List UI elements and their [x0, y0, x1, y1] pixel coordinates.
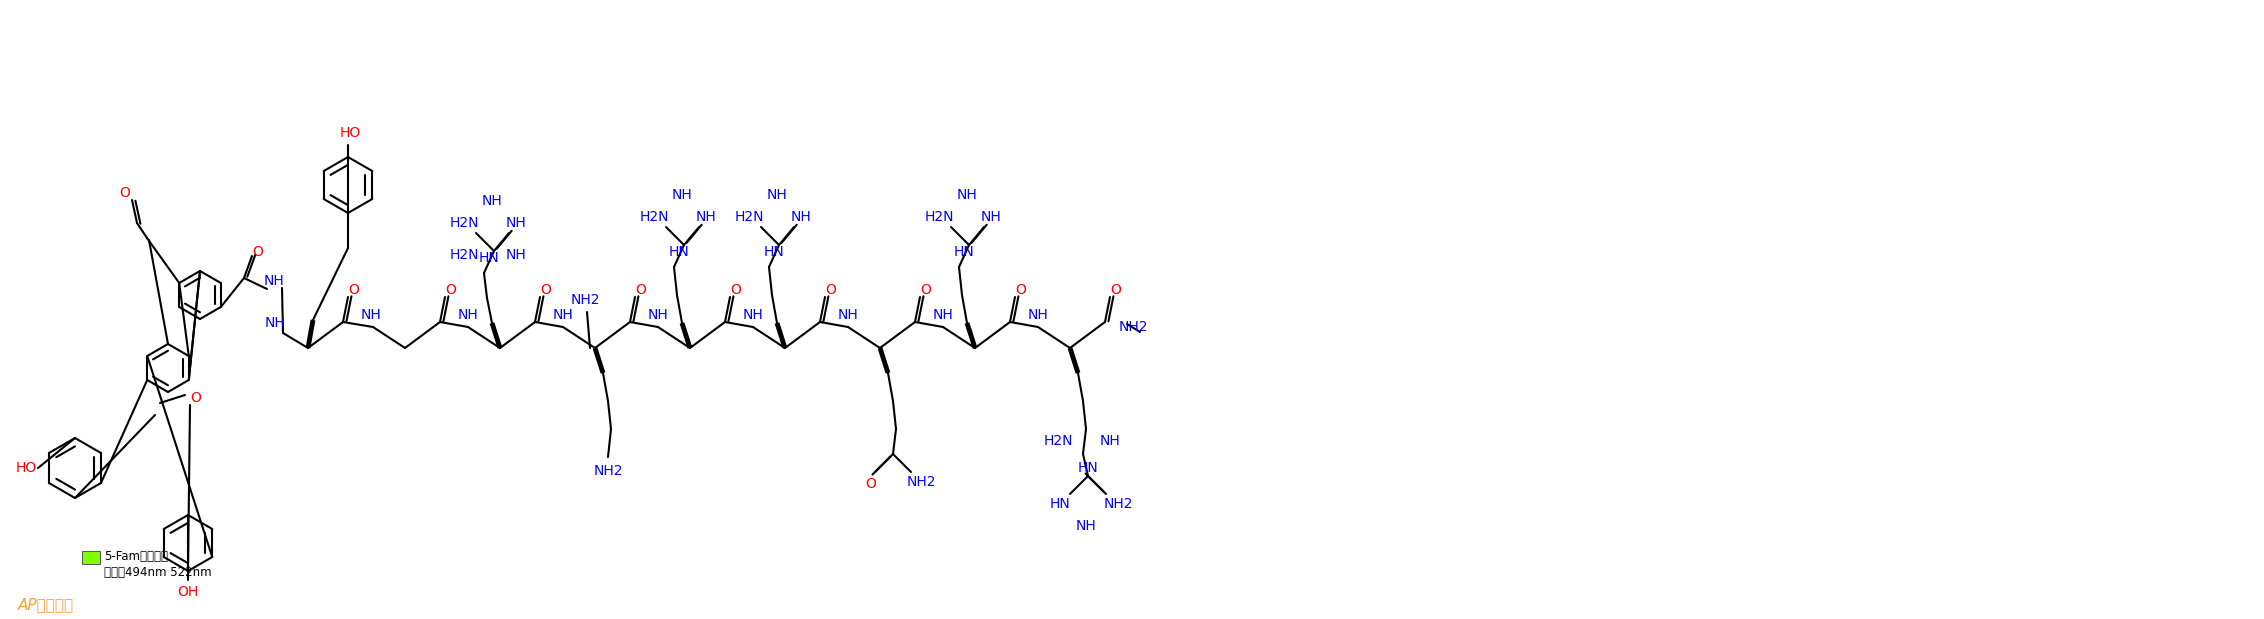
- Text: 波长：494nm 522nm: 波长：494nm 522nm: [104, 566, 211, 579]
- Text: NH: NH: [790, 210, 811, 224]
- Text: 5-Fam荪光标记: 5-Fam荪光标记: [104, 550, 168, 563]
- Text: O: O: [446, 283, 457, 297]
- Text: H2N: H2N: [448, 216, 478, 230]
- Text: O: O: [349, 283, 360, 297]
- Text: NH: NH: [505, 216, 525, 230]
- Text: NH: NH: [1075, 519, 1096, 533]
- Text: O: O: [921, 283, 931, 297]
- Text: H2N: H2N: [1044, 434, 1073, 448]
- Text: H2N: H2N: [924, 210, 953, 224]
- Text: NH: NH: [695, 210, 715, 224]
- Text: O: O: [1112, 283, 1121, 297]
- Text: NH: NH: [265, 316, 285, 330]
- Text: O: O: [541, 283, 552, 297]
- Text: OH: OH: [177, 585, 199, 599]
- Text: O: O: [190, 391, 201, 405]
- Text: HN: HN: [1050, 497, 1071, 511]
- Text: HO: HO: [340, 126, 360, 140]
- Text: O: O: [731, 283, 740, 297]
- Text: NH: NH: [1100, 434, 1121, 448]
- Text: HN: HN: [478, 251, 500, 265]
- Text: NH: NH: [1028, 308, 1048, 322]
- Text: NH2: NH2: [1103, 497, 1132, 511]
- Text: HN: HN: [1078, 461, 1098, 475]
- Text: NH: NH: [505, 248, 525, 262]
- Text: NH: NH: [482, 194, 503, 208]
- Text: NH: NH: [263, 274, 285, 288]
- Text: NH: NH: [743, 308, 763, 322]
- Text: NH2: NH2: [571, 293, 600, 307]
- Text: H2N: H2N: [448, 248, 478, 262]
- Text: NH2: NH2: [1118, 320, 1148, 334]
- Text: NH2: NH2: [906, 475, 935, 489]
- Text: O: O: [865, 477, 876, 491]
- Text: AP专肽生物: AP专肽生物: [18, 597, 75, 612]
- Text: NH: NH: [933, 308, 953, 322]
- Text: NH: NH: [672, 188, 693, 202]
- Text: H2N: H2N: [734, 210, 763, 224]
- Text: HO: HO: [16, 461, 36, 475]
- Text: NH: NH: [958, 188, 978, 202]
- Text: NH: NH: [838, 308, 858, 322]
- Text: NH: NH: [767, 188, 788, 202]
- Text: NH: NH: [552, 308, 573, 322]
- Text: O: O: [120, 186, 131, 200]
- Text: HN: HN: [953, 245, 974, 259]
- Text: O: O: [1017, 283, 1026, 297]
- Text: NH: NH: [457, 308, 478, 322]
- Text: NH: NH: [360, 308, 380, 322]
- Text: H2N: H2N: [638, 210, 668, 224]
- Text: O: O: [254, 245, 263, 259]
- Text: HN: HN: [668, 245, 688, 259]
- Text: NH2: NH2: [593, 464, 623, 478]
- Text: HN: HN: [763, 245, 783, 259]
- Bar: [82, 551, 100, 564]
- Text: O: O: [636, 283, 648, 297]
- Text: NH: NH: [648, 308, 668, 322]
- Text: O: O: [826, 283, 835, 297]
- Text: NH: NH: [980, 210, 1001, 224]
